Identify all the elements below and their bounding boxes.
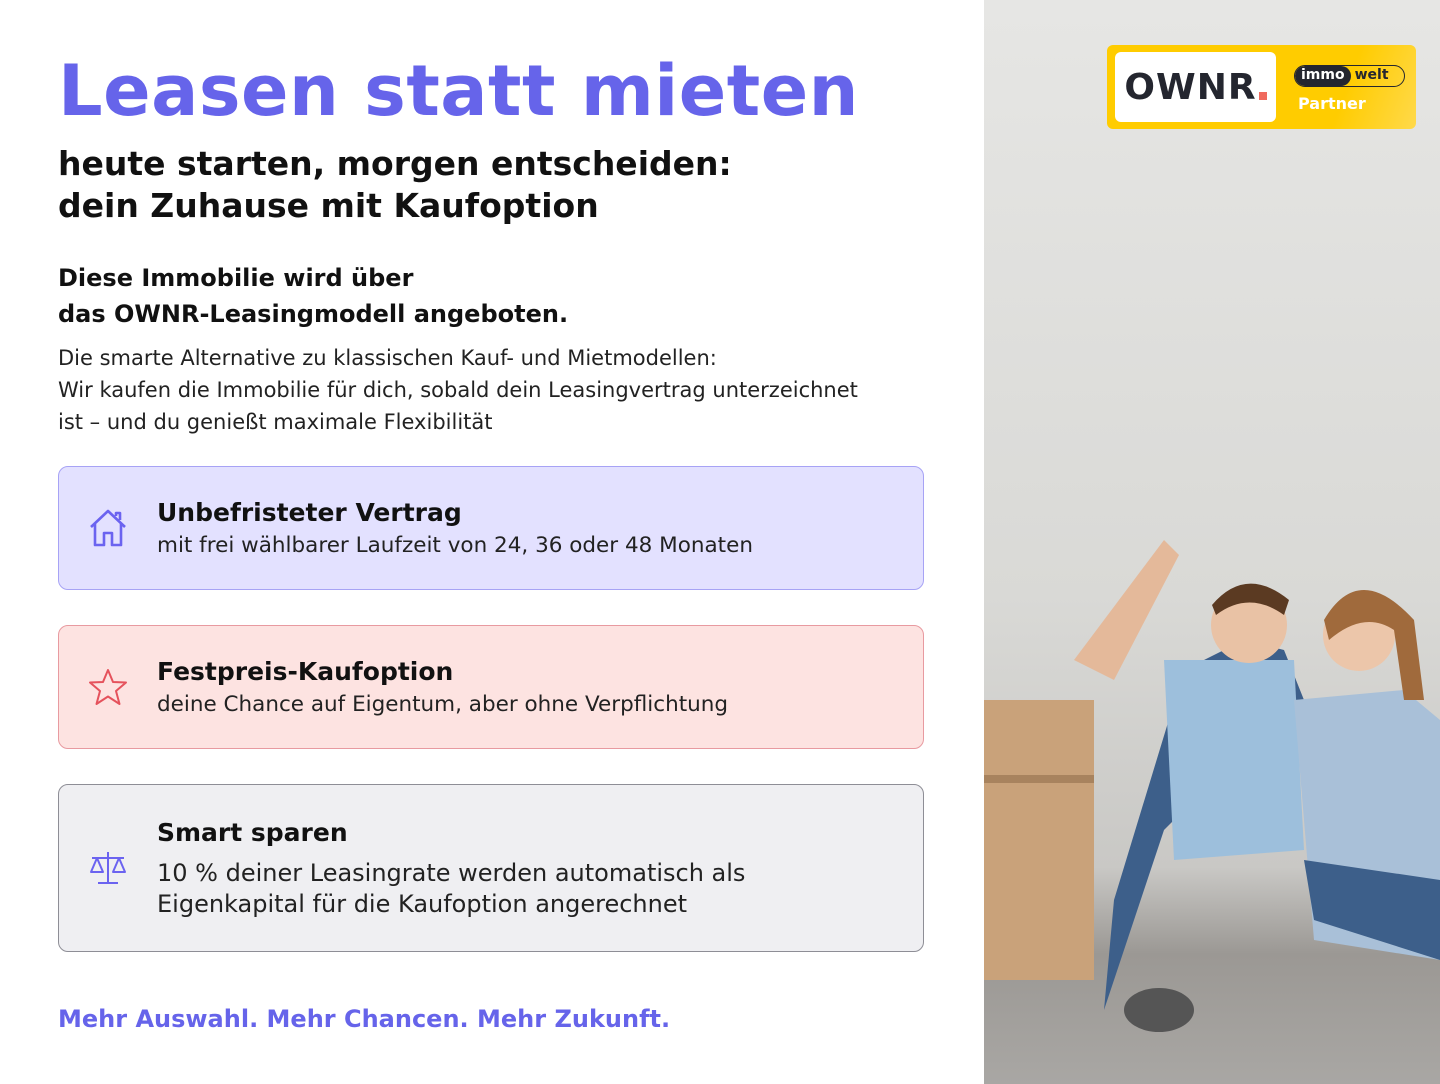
card-description: deine Chance auf Eigentum, aber ohne Ver… — [157, 691, 729, 717]
intro-text: Die smarte Alternative zu klassischen Ka… — [58, 342, 938, 438]
intro-text-line: ist – und du genießt maximale Flexibilit… — [58, 410, 493, 434]
scale-icon — [59, 850, 157, 886]
card-title: Unbefristeter Vertrag — [157, 497, 462, 527]
intro-heading-line: das OWNR-Leasingmodell angeboten. — [58, 300, 569, 328]
card-title: Smart sparen — [157, 818, 348, 847]
couple-photo: OWNR immo welt Partner — [984, 0, 1440, 1084]
intro-heading-line: Diese Immobilie wird über — [58, 264, 414, 292]
immowelt-logo: immo welt — [1294, 65, 1405, 87]
card-description: Eigenkapital für die Kaufoption angerech… — [157, 890, 688, 918]
feature-card-contract: Unbefristeter Vertrag mit frei wählbarer… — [58, 466, 924, 590]
partner-label: Partner — [1298, 94, 1366, 113]
feature-card-smart-saving: Smart sparen 10 % deiner Leasingrate wer… — [58, 784, 924, 952]
ownr-logo-dot — [1258, 92, 1267, 100]
intro-text-line: Die smarte Alternative zu klassischen Ka… — [58, 346, 717, 370]
ownr-logo-text: OWNR — [1124, 66, 1257, 108]
tagline: Mehr Auswahl. Mehr Chancen. Mehr Zukunft… — [58, 1005, 671, 1033]
subtitle-line: heute starten, morgen entscheiden: — [58, 144, 732, 183]
house-icon — [59, 508, 157, 548]
card-description: mit frei wählbarer Laufzeit von 24, 36 o… — [157, 532, 753, 558]
immowelt-logo-welt: welt — [1354, 67, 1389, 83]
subtitle: heute starten, morgen entscheiden: dein … — [58, 143, 732, 227]
subtitle-line: dein Zuhause mit Kaufoption — [58, 186, 599, 225]
card-description: 10 % deiner Leasingrate werden automatis… — [157, 859, 746, 887]
partner-badge: OWNR immo welt Partner — [1107, 45, 1416, 129]
page-title: Leasen statt mieten — [58, 50, 859, 132]
card-title: Festpreis-Kaufoption — [157, 656, 454, 686]
immowelt-logo-immo: immo — [1295, 66, 1351, 86]
star-icon — [59, 667, 157, 707]
ownr-logo: OWNR — [1115, 52, 1276, 122]
intro-heading: Diese Immobilie wird über das OWNR-Leasi… — [58, 260, 568, 332]
content-panel: Leasen statt mieten heute starten, morge… — [58, 50, 938, 1033]
feature-card-purchase-option: Festpreis-Kaufoption deine Chance auf Ei… — [58, 625, 924, 749]
intro-text-line: Wir kaufen die Immobilie für dich, sobal… — [58, 378, 858, 402]
